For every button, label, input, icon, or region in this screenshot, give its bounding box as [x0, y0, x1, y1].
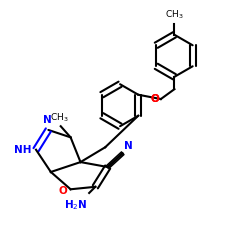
- Text: NH: NH: [14, 145, 32, 155]
- Text: O: O: [150, 94, 159, 104]
- Text: H$_2$N: H$_2$N: [64, 198, 88, 212]
- Text: N: N: [43, 116, 51, 126]
- Text: N: N: [124, 141, 132, 151]
- Text: CH$_3$: CH$_3$: [165, 9, 184, 21]
- Text: O: O: [58, 186, 67, 196]
- Text: CH$_3$: CH$_3$: [50, 111, 69, 124]
- Text: O: O: [150, 94, 159, 104]
